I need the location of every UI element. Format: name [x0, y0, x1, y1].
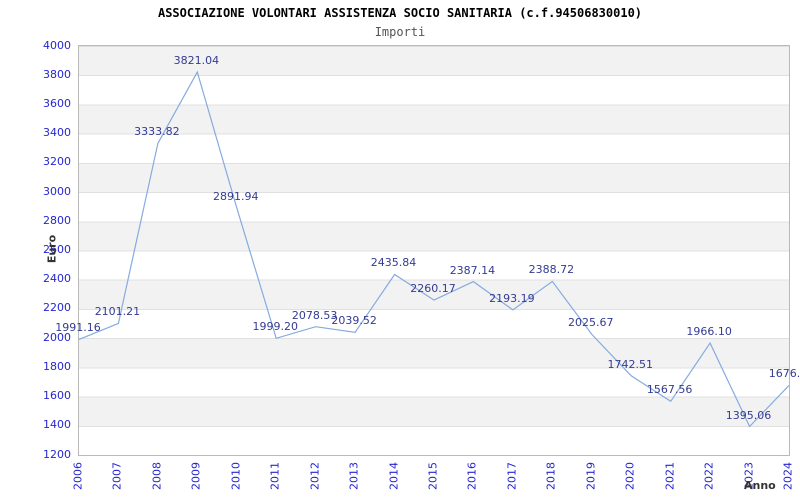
data-point-label: 1991.16 — [55, 321, 101, 335]
y-tick-label: 2600 — [43, 243, 71, 256]
x-tick-label: 2013 — [347, 462, 361, 490]
data-point-label: 1966.10 — [686, 325, 732, 339]
x-tick-label: 2021 — [663, 462, 677, 490]
x-tick-label: 2008 — [150, 462, 164, 490]
importi-line — [78, 70, 790, 428]
x-tick-label: 2024 — [781, 462, 795, 490]
data-point-label: 2078.53 — [291, 308, 338, 322]
x-axis-title: Anno — [744, 479, 776, 492]
y-tick-label: 3000 — [43, 184, 71, 198]
y-tick-label: 2200 — [43, 301, 71, 315]
x-tick-label: 2007 — [110, 462, 124, 490]
data-point-label: 1567.56 — [646, 383, 693, 397]
y-tick-label: 1600 — [43, 389, 71, 403]
x-tick-label: 2015 — [426, 462, 440, 490]
chart-title: ASSOCIAZIONE VOLONTARI ASSISTENZA SOCIO … — [157, 6, 643, 20]
x-tick-label: 2014 — [387, 462, 401, 490]
y-tick-label: 1800 — [43, 359, 71, 373]
data-point-label: 2891.94 — [213, 189, 259, 203]
y-tick-label: 1400 — [43, 418, 71, 432]
y-tick-label: 2800 — [43, 213, 71, 227]
data-point-label: 3821.04 — [173, 54, 220, 68]
x-tick-label: 2017 — [505, 462, 519, 490]
x-tick-label: 2010 — [229, 462, 243, 490]
data-point-label: 1999.20 — [252, 320, 298, 334]
y-axis-title: Euro — [45, 234, 59, 264]
data-point-label: 2260.17 — [410, 282, 456, 296]
data-point-label: 1676.2 — [768, 367, 800, 381]
data-point-label: 1395.06 — [725, 408, 772, 422]
chart-subtitle: Importi — [374, 25, 426, 39]
data-point-label: 2435.84 — [370, 256, 417, 270]
data-point-label: 2101.21 — [94, 305, 141, 319]
line-series-svg — [78, 70, 790, 428]
x-tick-label: 2011 — [268, 462, 282, 490]
x-tick-label: 2019 — [584, 462, 598, 490]
data-point-label: 2388.72 — [528, 263, 575, 277]
y-tick-label: 4000 — [43, 38, 71, 52]
x-tick-label: 2009 — [189, 462, 203, 490]
x-tick-label: 2016 — [465, 462, 479, 490]
data-point-label: 3333.82 — [134, 125, 180, 139]
x-tick-label: 2020 — [623, 462, 637, 490]
data-point-label: 1742.51 — [607, 357, 653, 371]
y-tick-label: 2400 — [43, 272, 71, 286]
x-tick-label: 2006 — [71, 462, 85, 490]
data-point-label: 2039.52 — [331, 314, 377, 328]
y-tick-label: 1200 — [43, 447, 71, 461]
x-tick-label: 2018 — [544, 462, 558, 490]
plot-area — [78, 45, 790, 456]
y-tick-label: 2000 — [43, 330, 71, 344]
y-tick-label: 3600 — [43, 96, 71, 110]
data-point-label: 2025.67 — [568, 316, 614, 330]
x-tick-label: 2012 — [308, 462, 322, 490]
y-tick-label: 3800 — [43, 67, 71, 81]
data-point-label: 2387.14 — [449, 263, 496, 277]
y-tick-label: 3200 — [43, 155, 71, 169]
y-tick-label: 3400 — [43, 126, 71, 140]
x-tick-label: 2022 — [702, 462, 716, 490]
data-point-label: 2193.19 — [489, 291, 535, 305]
